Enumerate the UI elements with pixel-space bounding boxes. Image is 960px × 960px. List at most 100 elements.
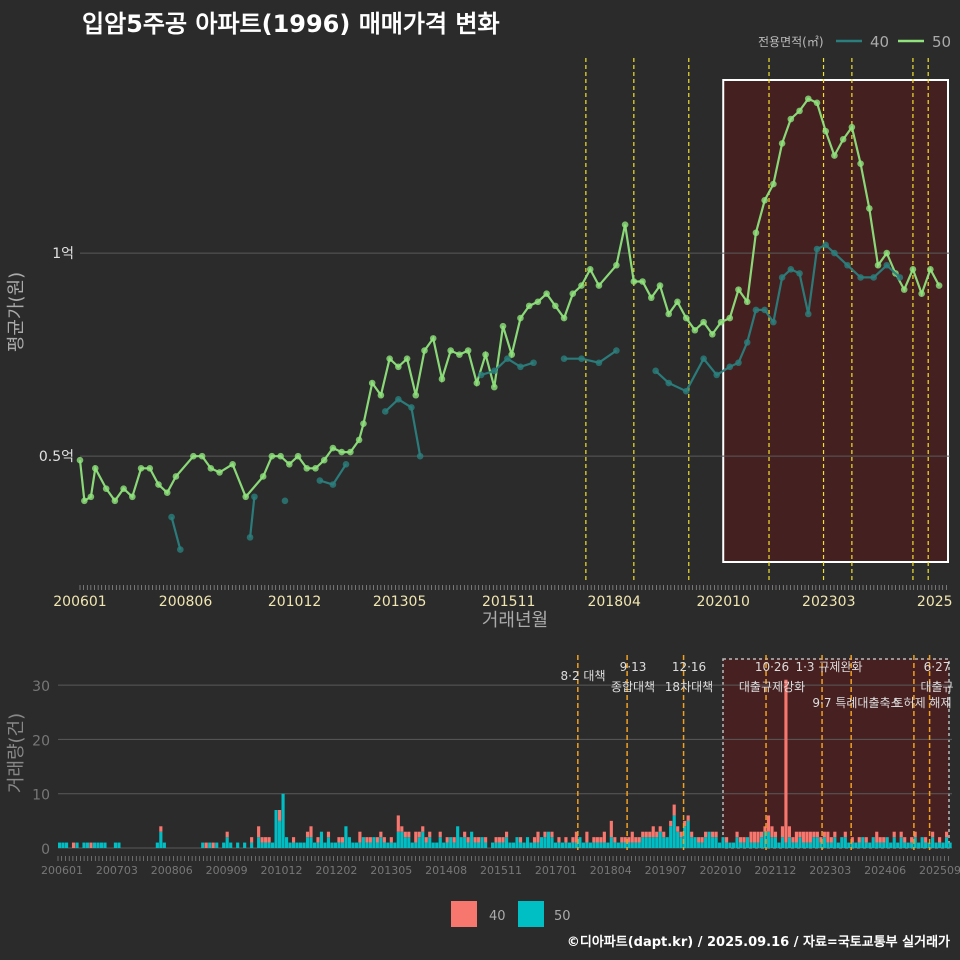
series-50-point (91, 465, 99, 472)
bar-40 (787, 826, 792, 838)
series-50-point (438, 375, 446, 383)
bar-40 (389, 837, 393, 843)
bar-50 (550, 837, 554, 848)
x-tick-label: 201511 (482, 594, 535, 610)
bar-50 (815, 837, 819, 848)
bar-40 (613, 837, 617, 843)
bar-50 (365, 842, 369, 848)
bar-50 (924, 842, 928, 848)
bar-40 (690, 831, 694, 838)
bar-50 (278, 820, 282, 848)
bar-40 (794, 831, 798, 843)
bar-40 (676, 826, 680, 832)
bar-50 (602, 842, 606, 848)
bar-50 (511, 842, 516, 848)
bar-40 (602, 831, 606, 843)
y-axis-title: 평균가(원) (6, 272, 27, 352)
series-40-point (787, 266, 795, 273)
bar-40 (882, 837, 886, 843)
bar-50 (403, 837, 407, 848)
bar-50 (291, 842, 296, 848)
bar-50 (225, 837, 229, 848)
x-tick-label: 201511 (480, 864, 522, 877)
series-50-point (918, 290, 925, 297)
series-40-point (743, 339, 751, 346)
series-50-point (613, 261, 620, 269)
bar-40 (819, 837, 823, 843)
bar-50 (707, 831, 711, 848)
bar-50 (515, 837, 519, 848)
bar-40 (365, 837, 369, 843)
bar-50 (697, 842, 701, 848)
x-tick-label: 200703 (96, 864, 138, 877)
bar-50 (571, 842, 575, 848)
series-40-point (517, 363, 524, 371)
bar-40 (620, 837, 624, 843)
x-tick-label: 201012 (268, 594, 321, 610)
series-50-point (709, 331, 716, 338)
legend-swatch-50 (518, 901, 544, 927)
series-40-point (652, 367, 659, 375)
series-50-point (543, 290, 550, 297)
bar-50 (400, 831, 404, 848)
bar-50 (431, 842, 435, 848)
x-tick-label: 200806 (151, 864, 193, 877)
bar-40 (417, 831, 421, 838)
footer-credit: ©디아파트(dapt.kr) / 2025.09.16 / 자료=국토교통부 실… (566, 935, 950, 950)
x-tick-label: 202112 (754, 864, 796, 877)
bar-50 (393, 842, 397, 848)
bar-50 (382, 842, 386, 848)
bar-50 (117, 842, 121, 848)
event-label: 8·2 대책 (561, 668, 606, 683)
bar-50 (847, 842, 851, 848)
event-label-date: 9·13 (620, 660, 647, 674)
bar-50 (442, 842, 446, 848)
bar-50 (64, 842, 69, 848)
bar-50 (368, 842, 372, 848)
bar-40 (204, 842, 208, 848)
bar-50 (672, 815, 676, 848)
bar-40 (875, 831, 879, 843)
bar-40 (857, 837, 861, 843)
event-label-name: 대출규제강화 (739, 680, 805, 694)
bar-40 (599, 837, 603, 843)
series-50-point (499, 322, 507, 330)
bar-50 (99, 842, 104, 848)
series-40-point (700, 355, 707, 362)
event-label-name: 18차대책 (665, 679, 713, 694)
bar-50 (302, 842, 306, 848)
bar-40 (756, 831, 760, 843)
series-50-point (207, 465, 215, 472)
series-40-point (752, 306, 760, 314)
bar-50 (330, 842, 334, 848)
bar-50 (770, 837, 774, 848)
legend-label-40: 40 (870, 33, 889, 51)
bar-50 (508, 842, 512, 848)
bar-50 (843, 837, 847, 848)
series-50-point (155, 481, 162, 488)
x-tick-label: 201804 (590, 864, 632, 877)
bar-50 (564, 842, 568, 848)
series-50-point (726, 314, 734, 322)
bar-40 (609, 820, 613, 838)
bar-50 (840, 837, 844, 848)
x-tick-label: 200601 (53, 594, 106, 610)
x-tick-label: 201907 (645, 864, 687, 877)
bar-40 (655, 831, 659, 838)
bar-50 (466, 842, 470, 848)
bar-40 (257, 826, 261, 838)
bar-50 (477, 842, 481, 848)
bar-50 (410, 842, 414, 848)
bar-50 (683, 826, 687, 848)
bar-50 (665, 837, 669, 848)
bar-40 (260, 837, 264, 843)
bar-50 (882, 842, 886, 848)
series-50-point (447, 347, 454, 354)
series-50-point (552, 302, 559, 310)
event-label-date: 12·16 (672, 660, 706, 674)
series-40-point (778, 274, 786, 281)
bar-50 (917, 842, 921, 848)
x-tick-label: 201012 (261, 864, 303, 877)
bar-50 (868, 842, 872, 848)
bar-50 (648, 837, 652, 848)
